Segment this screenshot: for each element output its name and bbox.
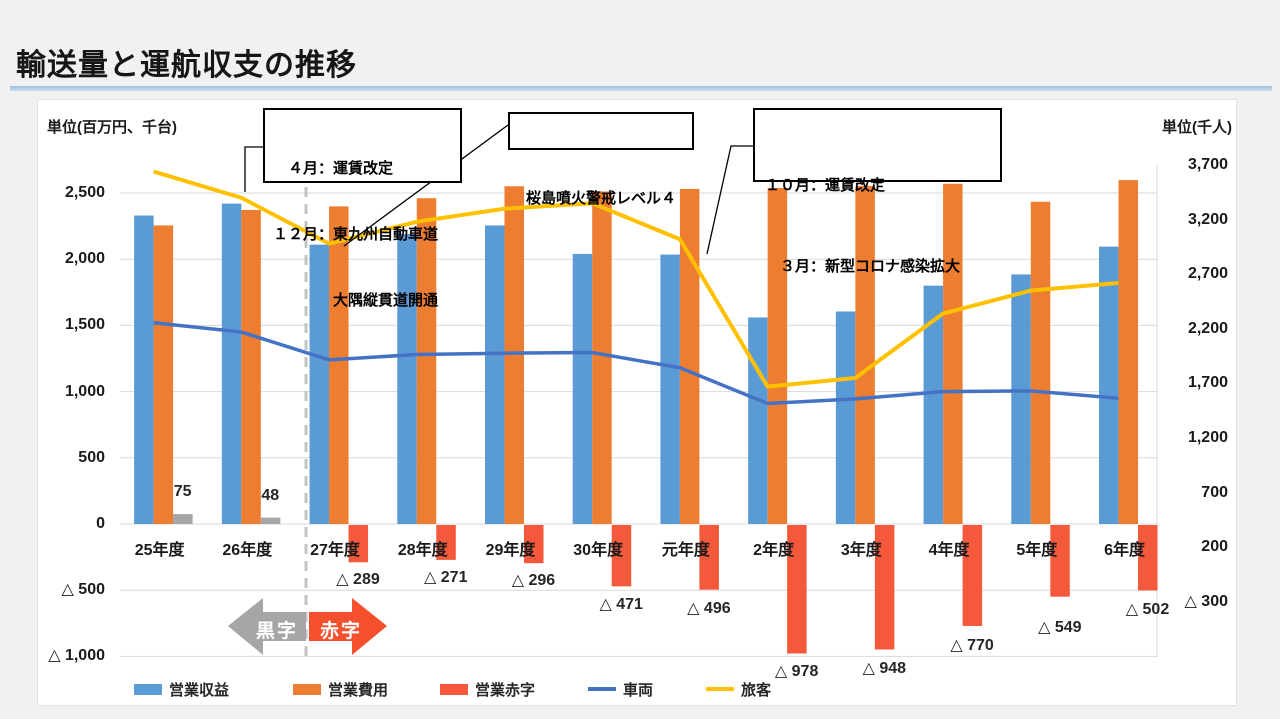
title-underline xyxy=(10,86,1272,91)
y-axis-tick-right: 3,700 xyxy=(1187,156,1228,173)
y-axis-tick-right: 1,700 xyxy=(1187,374,1228,392)
y-axis-tick-right: △ 300 xyxy=(1184,592,1228,610)
x-axis-category-label: 25年度 xyxy=(134,542,185,559)
surplus-value-label: 48 xyxy=(261,486,280,504)
x-axis-category-label: 3年度 xyxy=(840,542,882,559)
annotation-line: 桜島噴火警戒レベル４ xyxy=(525,190,676,207)
x-axis-category-label: 元年度 xyxy=(661,542,710,559)
deficit-value-label: △ 978 xyxy=(774,663,819,681)
y-axis-tick-left: 2,000 xyxy=(64,250,105,268)
legend-label: 車両 xyxy=(623,681,654,699)
x-axis-category-label: 4年度 xyxy=(928,542,970,559)
deficit-value-label: △ 549 xyxy=(1038,618,1082,636)
y-axis-tick-left: 2,500 xyxy=(64,184,105,201)
x-axis-category-label: 6年度 xyxy=(1104,542,1145,559)
legend-color-swatch xyxy=(134,683,162,695)
deficit-value-label: △ 948 xyxy=(862,659,907,677)
legend-item: 営業収益 xyxy=(134,681,230,699)
legend-label: 営業費用 xyxy=(328,681,389,699)
surplus-value-label: 75 xyxy=(173,483,192,501)
annotation-box-sakurajima-eruption-alert: 桜島噴火警戒レベル４ xyxy=(508,112,694,207)
page-title: 輸送量と運航収支の推移 xyxy=(16,49,357,82)
deficit-value-label: △ 502 xyxy=(1125,601,1170,619)
x-axis-category-label: 30年度 xyxy=(573,542,624,559)
legend-label: 旅客 xyxy=(741,681,772,699)
legend-color-swatch xyxy=(440,683,468,695)
annotation-line: ３月：新型コロナ感染拡大 xyxy=(765,258,961,275)
annotation-line: １２月：東九州自動車道 xyxy=(273,226,439,243)
x-axis-category-label: 26年度 xyxy=(222,542,273,559)
y-axis-tick-left: 1,000 xyxy=(64,382,105,400)
surplus-arrow-label: 黒字 xyxy=(255,621,298,642)
y-axis-tick-left: 500 xyxy=(78,448,105,466)
x-axis-category-label: 28年度 xyxy=(397,542,448,559)
y-axis-tick-left: 0 xyxy=(96,515,105,532)
y-axis-tick-right: 700 xyxy=(1201,483,1228,501)
annotation-line: ４月：運賃改定 xyxy=(273,160,394,177)
y-axis-tick-left: 1,500 xyxy=(64,316,105,334)
legend-label: 営業収益 xyxy=(169,681,230,699)
y-axis-tick-right: 2,700 xyxy=(1187,265,1228,283)
y-axis-tick-right: 1,200 xyxy=(1187,429,1228,446)
legend-item: 車両 xyxy=(588,681,654,699)
legend-item: 営業費用 xyxy=(293,681,389,699)
annotation-box-fare-revision-road-opening: ４月：運賃改定 １２月：東九州自動車道 大隅縦貫道開通 xyxy=(263,108,462,309)
deficit-value-label: △ 471 xyxy=(599,596,643,614)
x-axis-category-label: 29年度 xyxy=(485,542,536,559)
y-axis-tick-right: 2,200 xyxy=(1187,319,1228,337)
x-axis-category-label: 2年度 xyxy=(753,542,795,559)
deficit-value-label: △ 770 xyxy=(950,636,994,654)
deficit-arrow-label: 赤字 xyxy=(319,621,362,642)
legend-label: 営業赤字 xyxy=(475,681,536,699)
x-axis-category-label: 5年度 xyxy=(1016,542,1058,559)
x-axis-category-label: 27年度 xyxy=(310,542,360,559)
y-axis-tick-right: 3,200 xyxy=(1187,210,1228,228)
y-axis-tick-right: 200 xyxy=(1201,538,1228,556)
y-axis-tick-left: △ 1,000 xyxy=(48,647,105,665)
deficit-value-label: △ 296 xyxy=(511,572,556,590)
annotation-line: １０月：運賃改定 xyxy=(765,177,886,194)
y-axis-tick-left: △ 500 xyxy=(61,581,105,599)
legend-line-swatch xyxy=(706,687,734,691)
annotation-line: 大隅縦貫道開通 xyxy=(273,292,439,309)
legend-line-swatch xyxy=(588,687,616,691)
left-axis-unit-label: 単位(百万円、千台) xyxy=(47,119,177,136)
deficit-value-label: △ 271 xyxy=(424,568,468,586)
legend-item: 旅客 xyxy=(706,681,772,699)
right-axis-unit-label: 単位(千人) xyxy=(1162,119,1232,136)
annotation-box-fare-revision-covid: １０月：運賃改定 ３月：新型コロナ感染拡大 xyxy=(753,108,1002,275)
deficit-value-label: △ 289 xyxy=(336,571,380,589)
legend-color-swatch xyxy=(293,683,321,695)
legend-item: 営業赤字 xyxy=(440,681,536,699)
deficit-value-label: △ 496 xyxy=(687,599,731,617)
